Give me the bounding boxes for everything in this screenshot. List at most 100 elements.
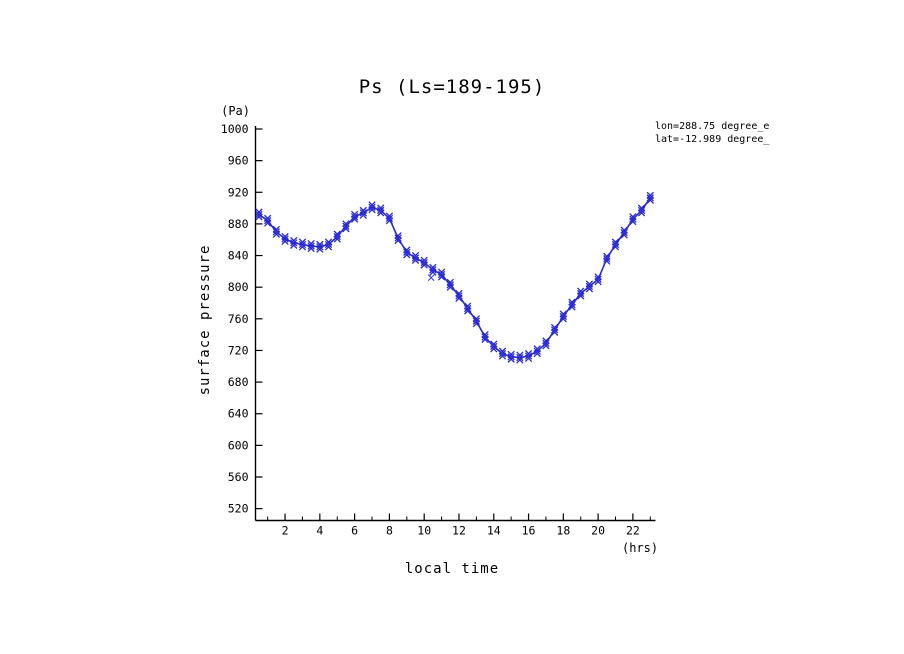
data-marker-x xyxy=(611,240,620,249)
data-marker-x xyxy=(568,303,576,311)
data-marker-x xyxy=(585,285,594,293)
data-marker-x xyxy=(385,214,394,223)
data-marker-x xyxy=(594,275,602,283)
data-marker-x xyxy=(507,353,515,361)
data-marker-x xyxy=(603,255,611,263)
data-marker-x xyxy=(394,234,402,242)
data-marker-x xyxy=(550,328,559,336)
data-marker-x xyxy=(629,217,637,226)
data-marker-x xyxy=(429,266,437,274)
x-tick-label: 4 xyxy=(316,524,323,538)
data-marker-x xyxy=(403,251,411,259)
y-tick-label: 760 xyxy=(228,312,249,326)
data-marker-x xyxy=(533,349,541,358)
data-marker-x xyxy=(298,240,307,249)
x-tick-label: 2 xyxy=(282,524,289,538)
data-marker-x xyxy=(307,242,315,250)
x-tick-label: 18 xyxy=(556,524,570,538)
data-marker-x xyxy=(368,203,376,211)
data-marker-x xyxy=(307,244,315,253)
data-marker-x xyxy=(585,282,594,291)
x-tick-label: 14 xyxy=(487,524,501,538)
data-marker-x xyxy=(490,345,498,353)
data-marker-x xyxy=(429,268,437,276)
data-marker-x xyxy=(490,342,498,351)
data-marker-x xyxy=(377,206,385,215)
data-marker-x xyxy=(333,232,341,241)
data-marker-x xyxy=(394,236,402,245)
data-marker-x xyxy=(324,240,333,249)
data-marker-x xyxy=(542,339,550,347)
data-marker-x xyxy=(255,213,263,221)
data-marker-x xyxy=(446,283,454,291)
y-tick-label: 600 xyxy=(228,438,249,452)
data-marker-x xyxy=(411,256,420,264)
data-marker-x xyxy=(281,237,289,245)
data-marker-x xyxy=(507,355,515,363)
data-marker-x xyxy=(333,235,341,243)
y-tick-label: 960 xyxy=(228,154,249,168)
data-marker-x xyxy=(255,210,263,219)
data-marker-x xyxy=(411,254,420,262)
data-marker-x xyxy=(637,209,646,217)
x-axis-unit-label: (hrs) xyxy=(622,541,659,555)
data-marker-x xyxy=(550,326,559,334)
data-marker-x xyxy=(272,230,281,238)
data-marker-x xyxy=(350,213,359,221)
data-marker-x xyxy=(516,353,524,362)
y-tick-label: 880 xyxy=(228,217,249,231)
data-marker-x xyxy=(498,352,507,360)
data-marker-x xyxy=(446,281,454,289)
x-tick-label: 16 xyxy=(522,524,536,538)
outlier-marker-x xyxy=(427,274,435,282)
y-tick-label: 840 xyxy=(228,249,249,263)
data-marker-x xyxy=(437,273,446,281)
data-marker-x xyxy=(350,215,359,223)
data-marker-x xyxy=(498,349,507,358)
data-marker-x xyxy=(264,219,272,227)
data-marker-x xyxy=(324,243,333,251)
data-marker-x xyxy=(603,257,611,265)
y-tick-label: 680 xyxy=(228,375,249,389)
data-marker-x xyxy=(620,231,628,239)
data-marker-x xyxy=(264,217,272,225)
data-marker-x xyxy=(620,228,628,237)
y-tick-label: 560 xyxy=(228,470,249,484)
data-marker-x xyxy=(611,243,620,251)
x-tick-label: 6 xyxy=(351,524,358,538)
data-marker-x xyxy=(359,209,367,217)
data-marker-x xyxy=(481,335,489,344)
data-marker-x xyxy=(524,354,533,363)
chart-title: Ps (Ls=189-195) xyxy=(358,76,546,98)
y-tick-label: 800 xyxy=(228,280,249,294)
data-marker-x xyxy=(481,333,489,341)
x-axis-title: local time xyxy=(404,561,500,577)
x-tick-label: 10 xyxy=(417,524,431,538)
data-marker-x xyxy=(646,194,654,202)
data-marker-x xyxy=(646,196,654,204)
data-marker-x xyxy=(290,239,298,247)
data-marker-x xyxy=(420,261,428,269)
data-marker-x xyxy=(594,278,602,286)
data-marker-x xyxy=(542,342,550,350)
data-marker-x xyxy=(316,245,324,253)
data-marker-x xyxy=(290,241,298,249)
data-marker-x xyxy=(637,206,646,215)
data-marker-x xyxy=(272,228,281,236)
data-marker-x xyxy=(437,270,446,279)
data-marker-x xyxy=(420,259,428,267)
data-marker-x xyxy=(464,304,472,313)
pressure-series-line xyxy=(258,197,651,359)
y-tick-label: 640 xyxy=(228,407,249,421)
data-marker-x xyxy=(359,211,367,219)
y-tick-label: 520 xyxy=(228,502,249,516)
data-marker-x xyxy=(281,235,289,243)
data-marker-x xyxy=(403,248,411,257)
data-marker-x xyxy=(377,209,385,217)
x-tick-label: 20 xyxy=(591,524,605,538)
data-marker-x xyxy=(559,312,567,321)
data-marker-x xyxy=(577,292,585,300)
data-marker-x xyxy=(516,356,524,364)
y-axis-title: surface pressure xyxy=(197,244,213,396)
